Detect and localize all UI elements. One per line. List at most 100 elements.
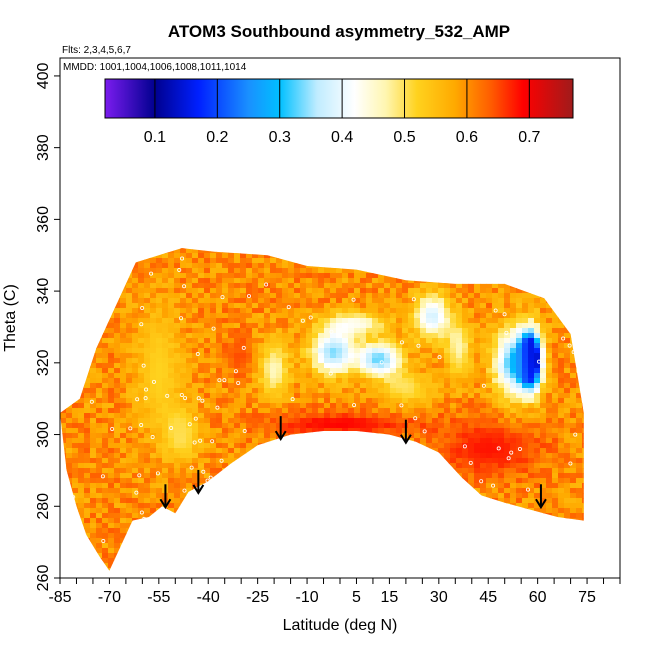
heatmap-cell	[348, 413, 355, 419]
heatmap-cell	[432, 358, 439, 364]
heatmap-cell	[198, 458, 205, 464]
heatmap-cell	[246, 258, 253, 264]
heatmap-cell	[270, 273, 277, 279]
heatmap-cell	[252, 273, 259, 279]
heatmap-cell	[318, 388, 325, 394]
heatmap-cell	[72, 443, 79, 449]
heatmap-cell	[60, 413, 67, 419]
heatmap-cell	[294, 323, 301, 329]
heatmap-cell	[216, 373, 223, 379]
heatmap-cell	[402, 313, 409, 319]
heatmap-cell	[456, 358, 463, 364]
heatmap-cell	[252, 358, 259, 364]
heatmap-cell	[480, 348, 487, 354]
heatmap-cell	[426, 338, 433, 344]
heatmap-cell	[300, 388, 307, 394]
heatmap-cell	[402, 363, 409, 369]
heatmap-cell	[126, 303, 133, 309]
heatmap-cell	[258, 263, 265, 269]
heatmap-cell	[396, 323, 403, 329]
heatmap-cell	[432, 398, 439, 404]
heatmap-cell	[96, 513, 103, 519]
heatmap-cell	[96, 373, 103, 379]
heatmap-cell	[114, 303, 121, 309]
heatmap-cell	[234, 323, 241, 329]
heatmap-cell	[180, 388, 187, 394]
heatmap-cell	[408, 418, 415, 424]
heatmap-cell	[180, 368, 187, 374]
heatmap-cell	[348, 378, 355, 384]
heatmap-cell	[192, 348, 199, 354]
heatmap-cell	[324, 413, 331, 419]
heatmap-cell	[264, 378, 271, 384]
heatmap-cell	[384, 378, 391, 384]
heatmap-cell	[108, 423, 115, 429]
heatmap-cell	[180, 338, 187, 344]
heatmap-cell	[132, 453, 139, 459]
heatmap-cell	[192, 403, 199, 409]
heatmap-cell	[162, 268, 169, 274]
heatmap-cell	[144, 438, 151, 444]
heatmap-cell	[444, 398, 451, 404]
heatmap-cell	[108, 333, 115, 339]
heatmap-cell	[474, 363, 481, 369]
heatmap-cell	[174, 393, 181, 399]
heatmap-cell	[204, 308, 211, 314]
heatmap-cell	[252, 438, 259, 444]
heatmap-cell	[468, 333, 475, 339]
heatmap-cell	[270, 268, 277, 274]
heatmap-cell	[282, 433, 289, 439]
heatmap-cell	[288, 293, 295, 299]
heatmap-cell	[366, 323, 373, 329]
heatmap-cell	[156, 273, 163, 279]
heatmap-cell	[216, 298, 223, 304]
heatmap-cell	[252, 313, 259, 319]
heatmap-cell	[402, 293, 409, 299]
heatmap-cell	[78, 428, 85, 434]
heatmap-cell	[216, 283, 223, 289]
heatmap-cell	[360, 423, 367, 429]
heatmap-cell	[210, 273, 217, 279]
heatmap-cell	[204, 318, 211, 324]
heatmap-cell	[288, 298, 295, 304]
heatmap-cell	[72, 493, 79, 499]
heatmap-cell	[174, 293, 181, 299]
heatmap-cell	[318, 308, 325, 314]
heatmap-cell	[414, 318, 421, 324]
heatmap-cell	[378, 393, 385, 399]
heatmap-cell	[432, 343, 439, 349]
heatmap-cell	[120, 308, 127, 314]
heatmap-cell	[90, 528, 97, 534]
heatmap-cell	[306, 338, 313, 344]
heatmap-cell	[330, 423, 337, 429]
heatmap-cell	[234, 348, 241, 354]
heatmap-cell	[264, 393, 271, 399]
heatmap-cell	[162, 333, 169, 339]
heatmap-cell	[126, 318, 133, 324]
heatmap-cell	[162, 403, 169, 409]
heatmap-cell	[180, 453, 187, 459]
heatmap-cell	[216, 338, 223, 344]
heatmap-cell	[432, 303, 439, 309]
heatmap-cell	[396, 288, 403, 294]
heatmap-cell	[168, 453, 175, 459]
heatmap-cell	[102, 558, 109, 564]
heatmap-cell	[90, 358, 97, 364]
heatmap-cell	[108, 358, 115, 364]
heatmap-cell	[234, 363, 241, 369]
heatmap-cell	[174, 453, 181, 459]
heatmap-cell	[198, 258, 205, 264]
heatmap-cell	[96, 453, 103, 459]
heatmap-cell	[132, 348, 139, 354]
heatmap-cell	[444, 363, 451, 369]
heatmap-cell	[102, 533, 109, 539]
heatmap-cell	[180, 283, 187, 289]
heatmap-cell	[330, 388, 337, 394]
heatmap-cell	[318, 393, 325, 399]
heatmap-cell	[300, 278, 307, 284]
heatmap-cell	[132, 388, 139, 394]
heatmap-cell	[396, 418, 403, 424]
heatmap-cell	[174, 438, 181, 444]
heatmap-cell	[240, 408, 247, 414]
heatmap-cell	[72, 438, 79, 444]
